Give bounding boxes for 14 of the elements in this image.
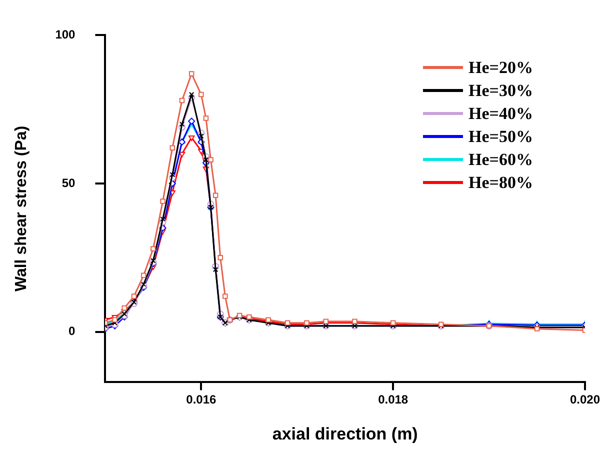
y-axis-title: Wall shear stress (Pa) bbox=[13, 126, 30, 292]
legend-label: He=30% bbox=[468, 80, 533, 100]
y-tick-label: 0 bbox=[68, 324, 76, 338]
legend-label: He=50% bbox=[468, 126, 533, 146]
legend-label: He=40% bbox=[468, 104, 533, 124]
legend-label: He=60% bbox=[468, 150, 533, 170]
y-tick-label: 100 bbox=[55, 28, 76, 42]
x-axis-title: axial direction (m) bbox=[272, 424, 418, 444]
x-tick-label: 0.016 bbox=[186, 392, 217, 407]
x-tick-label: 0.020 bbox=[570, 392, 600, 407]
legend-label: He=20% bbox=[468, 58, 533, 78]
x-tick-label: 0.018 bbox=[378, 392, 408, 407]
legend-label: He=80% bbox=[468, 172, 533, 192]
y-tick-label: 50 bbox=[62, 176, 76, 190]
